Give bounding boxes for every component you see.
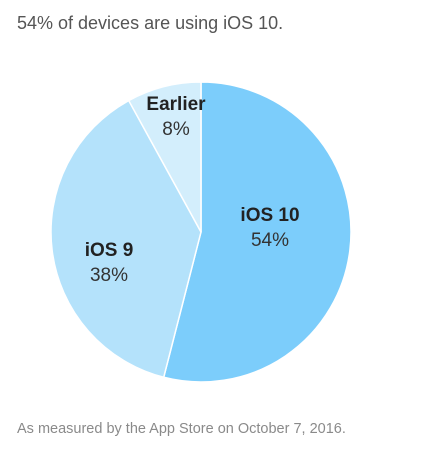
pie-slices	[50, 81, 352, 383]
slice-value-label: 38%	[90, 265, 128, 286]
slice-name-label: Earlier	[146, 94, 206, 115]
pie-slice-earlier	[127, 81, 202, 233]
slice-name-label: iOS 10	[240, 205, 299, 226]
chart-title: 54% of devices are using iOS 10.	[17, 13, 284, 33]
slice-value-label: 8%	[162, 119, 190, 140]
footnote: As measured by the App Store on October …	[17, 421, 346, 437]
pie-labels: iOS 10 54% iOS 9 38% Earlier 8%	[85, 94, 300, 286]
slice-name-label: iOS 9	[85, 240, 134, 261]
pie-slice-ios-10	[162, 81, 352, 383]
slice-value-label: 54%	[251, 230, 289, 251]
pie-slice-ios-9	[50, 99, 202, 379]
